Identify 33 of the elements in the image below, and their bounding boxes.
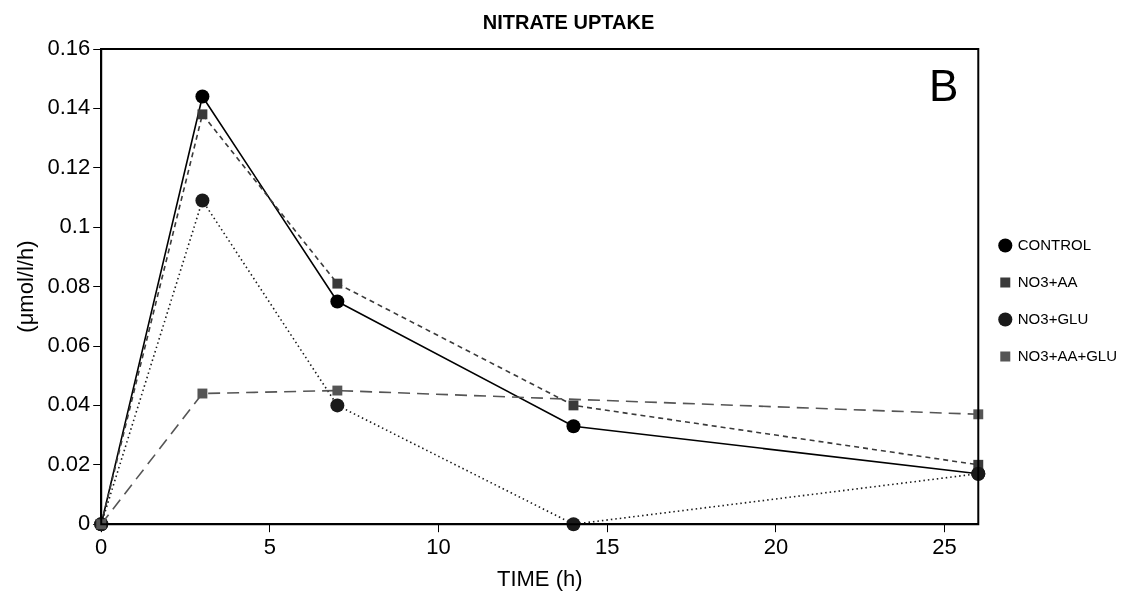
point [332, 385, 343, 396]
x-tick-label: 10 [426, 534, 451, 560]
x-tick-label: 5 [263, 534, 277, 560]
chart-title: NITRATE UPTAKE [482, 10, 655, 33]
point [566, 419, 581, 434]
x-tick-label: 25 [932, 534, 957, 560]
x-tick-label: 0 [95, 534, 108, 560]
point [330, 294, 345, 309]
x-axis-title: TIME (h) [496, 565, 583, 591]
point [332, 278, 343, 289]
y-tick-label: 0.04 [47, 391, 91, 417]
point [195, 89, 210, 104]
legend-label: NO3+AA [1017, 272, 1078, 290]
legend-label: NO3+AA+GLU [1017, 346, 1117, 364]
point [330, 398, 345, 413]
point [197, 388, 208, 399]
y-tick-label: 0.16 [47, 35, 91, 61]
y-tick-label: 0.02 [47, 450, 91, 476]
point [195, 193, 210, 208]
y-axis-title: (μmol/l/h) [13, 240, 39, 333]
legend-label: NO3+GLU [1017, 309, 1089, 327]
x-tick-label: 15 [594, 534, 620, 560]
y-tick-label: 0 [77, 510, 91, 536]
point [568, 400, 579, 411]
annotation: B [928, 61, 959, 111]
y-tick-label: 0.1 [59, 213, 91, 239]
y-tick-label: 0.14 [47, 94, 91, 120]
y-tick-label: 0.06 [47, 332, 91, 358]
x-tick-label: 20 [763, 534, 789, 560]
legend-label: CONTROL [1017, 235, 1092, 253]
point [197, 109, 208, 120]
y-tick-label: 0.08 [47, 272, 91, 298]
y-tick-label: 0.12 [47, 153, 91, 179]
